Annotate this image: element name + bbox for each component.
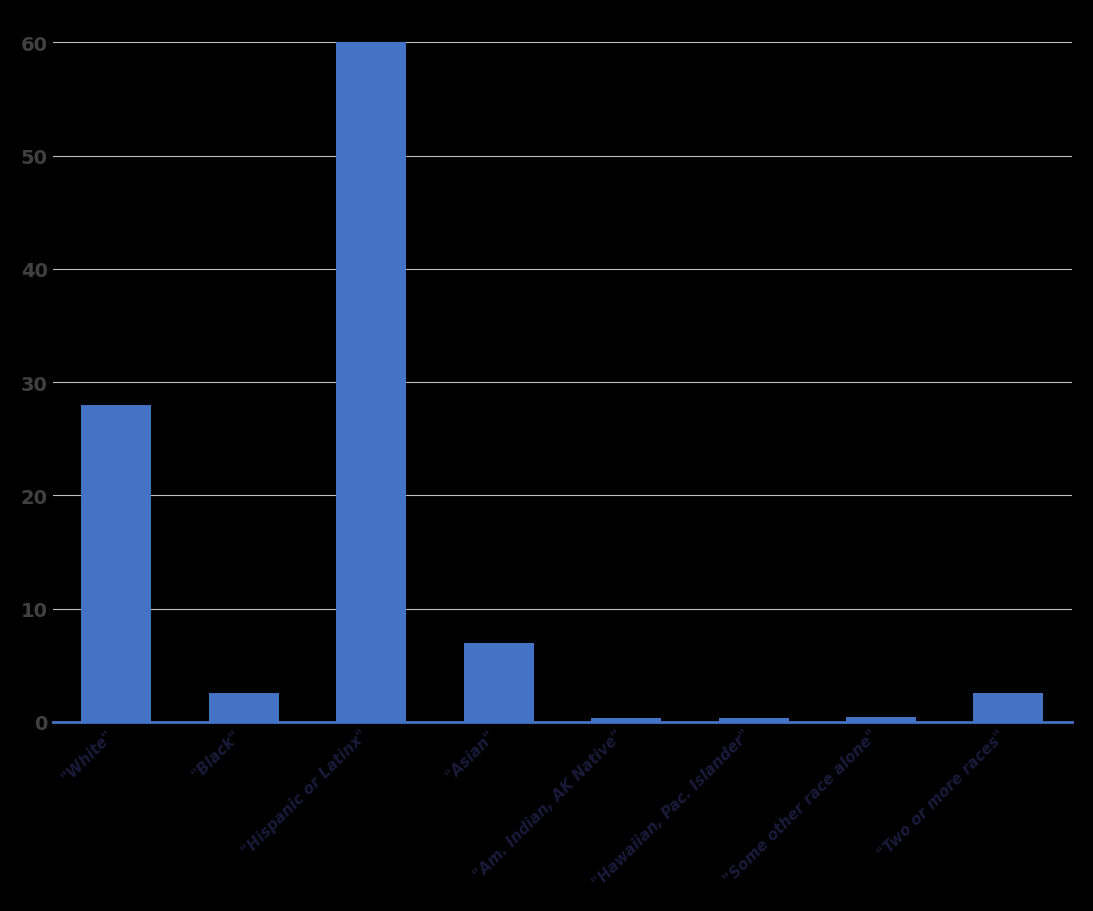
Bar: [81, 405, 152, 722]
Bar: [591, 719, 661, 722]
Bar: [846, 718, 916, 722]
Bar: [337, 44, 407, 722]
Bar: [463, 643, 533, 722]
Bar: [718, 718, 789, 722]
Bar: [974, 693, 1044, 722]
Bar: [209, 693, 279, 722]
